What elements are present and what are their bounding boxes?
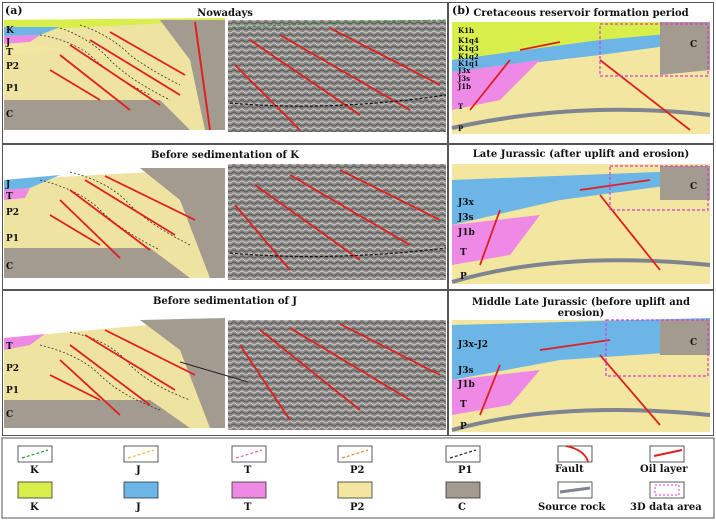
strat-label-c-r1: C (6, 110, 14, 120)
strat-label-p2-r1: P2 (6, 62, 20, 72)
legend-line-label-k: K (30, 465, 39, 476)
rstrat-r3-j3s: J3s (458, 366, 474, 376)
geo-section-row3 (4, 318, 225, 428)
panel-a-row1-title: Nowadays (197, 8, 253, 19)
legend-line-k (17, 445, 53, 463)
rstrat-r3-c: C (690, 338, 698, 348)
legend-source-rock-sample (557, 481, 593, 499)
geo-right-row1 (451, 22, 711, 134)
geo-right-row3 (451, 318, 711, 432)
seismic-row3-faults (239, 323, 441, 421)
arrow-line (179, 361, 249, 383)
strat-label-p1-r2: P1 (6, 234, 20, 244)
legend-line-label-p2: P2 (350, 465, 365, 476)
strat-label-p1-r1: P1 (6, 84, 20, 94)
legend-fill-k (17, 481, 53, 499)
rstrat-r2-j3s: J3s (458, 213, 474, 223)
legend-line-label-t: T (244, 465, 252, 476)
legend-3d-area-label: 3D data area (630, 502, 702, 513)
rstrat-r1-k1q2: K1q2 (458, 52, 479, 61)
legend-fill-c (445, 481, 481, 499)
legend-fill-label-t: T (244, 502, 252, 513)
panel-b-row3-title: Middle Late Jurassic (before uplift and … (471, 297, 691, 319)
seismic-row3 (228, 320, 446, 430)
panel-a-row2-title: Before sedimentation of K (151, 150, 299, 161)
rstrat-r3-j3x-j2: J3x-J2 (458, 340, 488, 350)
rstrat-r1-t: T (458, 102, 464, 111)
legend-fill-label-k: K (30, 502, 39, 513)
seismic-row2-faults (229, 169, 447, 271)
legend-fill-j (123, 481, 159, 499)
strat-label-p2-r3: P2 (6, 364, 20, 374)
legend-fault-sample (557, 445, 593, 463)
panel-b-row2-title: Late Jurassic (after uplift and erosion) (472, 149, 690, 160)
legend-line-t (231, 445, 267, 463)
rstrat-r1-k1q4: K1q4 (458, 36, 479, 45)
rstrat-r1-k1q3: K1q3 (458, 44, 479, 53)
seismic-row2 (228, 164, 446, 280)
legend-oil-layer-sample (649, 445, 685, 463)
rstrat-r2-j3x: J3x (458, 198, 474, 208)
legend-line-p1 (445, 445, 481, 463)
strat-label-j-r1: J (6, 38, 11, 48)
rstrat-r2-j1b: J1b (458, 228, 475, 238)
rstrat-r1-c: C (690, 40, 698, 50)
legend-line-j (123, 445, 159, 463)
rstrat-r2-t: T (460, 248, 467, 258)
rstrat-r1-j3s: J3s (458, 74, 471, 83)
legend-line-p2 (337, 445, 373, 463)
strat-label-t-r2: T (6, 192, 13, 202)
panel-b-row1-title: Cretaceous reservoir formation period (473, 8, 689, 19)
rstrat-r1-k1h: K1h (458, 26, 475, 35)
legend-line-label-p1: P1 (458, 465, 473, 476)
rstrat-r3-t: T (460, 400, 467, 410)
rstrat-r3-j1b: J1b (458, 380, 475, 390)
legend-fill-p2 (337, 481, 373, 499)
legend-source-rock-label: Source rock (538, 502, 606, 513)
panel-a-label: (a) (5, 4, 23, 17)
legend-fill-label-j: J (136, 502, 141, 513)
legend-fill-label-c: C (458, 502, 466, 513)
geo-section-row2 (4, 167, 225, 278)
legend-3d-area-sample (649, 481, 685, 499)
panel-b-label: (b) (452, 4, 471, 17)
strat-label-k-r1: K (6, 26, 14, 36)
legend-line-label-j: J (136, 465, 141, 476)
rstrat-r1-k1q1: K1q1 (458, 59, 479, 68)
rstrat-r2-c: C (690, 182, 698, 192)
strat-label-p2-r2: P2 (6, 208, 20, 218)
geo-section-row1 (4, 18, 225, 131)
rstrat-r1-p: P (458, 124, 464, 133)
strat-label-j-r2: J (6, 180, 11, 190)
geo-right-row2 (451, 164, 711, 284)
legend-fill-t (231, 481, 267, 499)
rstrat-r1-j3x: J3x (458, 66, 471, 75)
legend-fill-label-p2: P2 (350, 502, 365, 513)
legend-fill-samples (17, 481, 481, 499)
strat-label-t-r1: T (6, 48, 13, 58)
rstrat-r1-j1b: J1b (458, 82, 472, 91)
rstrat-r2-p: P (460, 272, 467, 282)
seismic-row1-faults (227, 19, 447, 131)
strat-label-c-r2: C (6, 262, 14, 272)
panel-a-row3-title: Before sedimentation of J (152, 296, 298, 307)
legend-line-samples (17, 445, 481, 463)
legend-oil-layer-label: Oil layer (640, 464, 688, 475)
strat-label-c-r3: C (6, 410, 14, 420)
legend-fault-label: Fault (555, 464, 584, 475)
strat-label-p1-r3: P1 (6, 386, 20, 396)
seismic-row1 (228, 20, 446, 132)
strat-label-t-r3: T (6, 342, 13, 352)
rstrat-r3-p: P (460, 422, 467, 432)
